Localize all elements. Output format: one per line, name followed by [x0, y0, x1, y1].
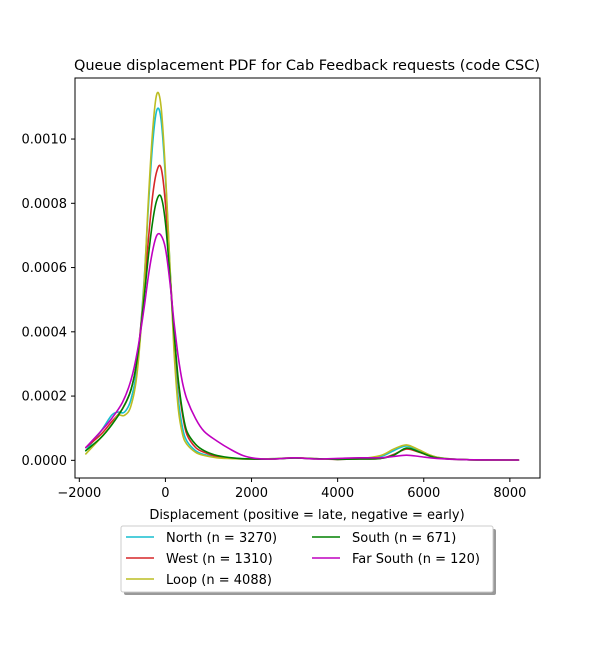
x-tick-label: 6000 [407, 486, 440, 501]
x-tick-label: 0 [161, 486, 169, 501]
x-tick-label: 4000 [321, 486, 354, 501]
series-line-3 [85, 194, 520, 461]
x-tick-label: −2000 [57, 486, 101, 501]
series-line-2 [85, 91, 520, 461]
x-tick-label: 2000 [235, 486, 268, 501]
legend-box [120, 525, 494, 593]
legend-label: West (n = 1310) [166, 552, 273, 567]
y-tick-label: 0.0006 [22, 261, 68, 276]
legend-label: Loop (n = 4088) [166, 573, 272, 588]
series-line-4 [85, 232, 520, 461]
legend-label: South (n = 671) [352, 531, 456, 546]
plot-frame [74, 77, 541, 479]
legend-label: North (n = 3270) [166, 531, 277, 546]
y-axis: 0.0000 0.0002 0.0004 0.0006 0.0008 0.0010 [22, 133, 75, 469]
legend-item: Loop (n = 4088) [126, 573, 272, 588]
legend-item: North (n = 3270) [126, 531, 277, 546]
y-tick-label: 0.0004 [22, 325, 68, 340]
legend-label: Far South (n = 120) [352, 552, 480, 567]
y-tick-label: 0.0008 [22, 197, 68, 212]
x-axis-label: Displacement (positive = late, negative … [149, 508, 464, 523]
series-layer [85, 91, 520, 461]
y-tick-label: 0.0010 [22, 133, 68, 148]
y-tick-label: 0.0002 [22, 390, 68, 405]
series-line-1 [85, 164, 520, 461]
chart-title: Queue displacement PDF for Cab Feedback … [74, 58, 540, 74]
legend: North (n = 3270) West (n = 1310) Loop (n =… [120, 525, 496, 595]
legend-item: Far South (n = 120) [312, 552, 480, 567]
x-axis: −2000 0 2000 4000 6000 8000 [57, 478, 526, 501]
y-tick-label: 0.0000 [22, 454, 68, 469]
x-tick-label: 8000 [493, 486, 526, 501]
legend-item: West (n = 1310) [126, 552, 273, 567]
legend-item: South (n = 671) [312, 531, 456, 546]
